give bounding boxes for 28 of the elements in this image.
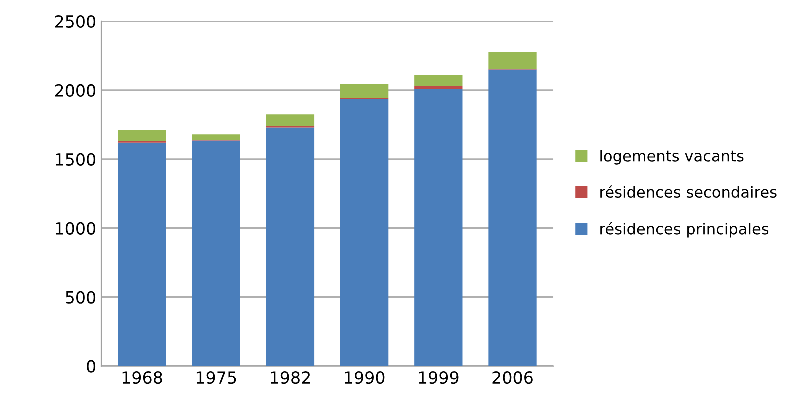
- bar: [192, 134, 240, 140]
- bar: [488, 70, 537, 366]
- x-tick-label: 1990: [345, 371, 385, 384]
- x-tick-label: 1982: [271, 371, 310, 384]
- legend-label: résidences principales: [600, 222, 769, 238]
- bar: [118, 130, 166, 142]
- x-tick-label: 1975: [196, 371, 236, 384]
- legend-label: résidences secondaires: [600, 186, 777, 198]
- bar: [118, 142, 166, 366]
- bar: [266, 114, 315, 126]
- bar: [414, 89, 463, 366]
- y-tick-label: 1000: [56, 222, 96, 235]
- bar: [340, 84, 389, 98]
- x-tick-label: 2006: [492, 371, 533, 384]
- y-tick-label: 0: [87, 360, 96, 373]
- bar: [488, 52, 537, 70]
- y-tick-label: 2500: [55, 15, 96, 28]
- bar: [414, 86, 463, 90]
- y-tick-label: 1500: [56, 153, 96, 166]
- y-tick-label: 2000: [55, 84, 96, 98]
- bar: [340, 99, 389, 366]
- bar: [192, 140, 240, 366]
- y-tick-label: 500: [66, 291, 96, 304]
- x-tick-label: 1968: [122, 371, 162, 384]
- legend-label: logements vacants: [600, 150, 744, 165]
- bar: [266, 128, 315, 366]
- x-tick-label: 1999: [419, 371, 459, 384]
- bar: [414, 75, 463, 86]
